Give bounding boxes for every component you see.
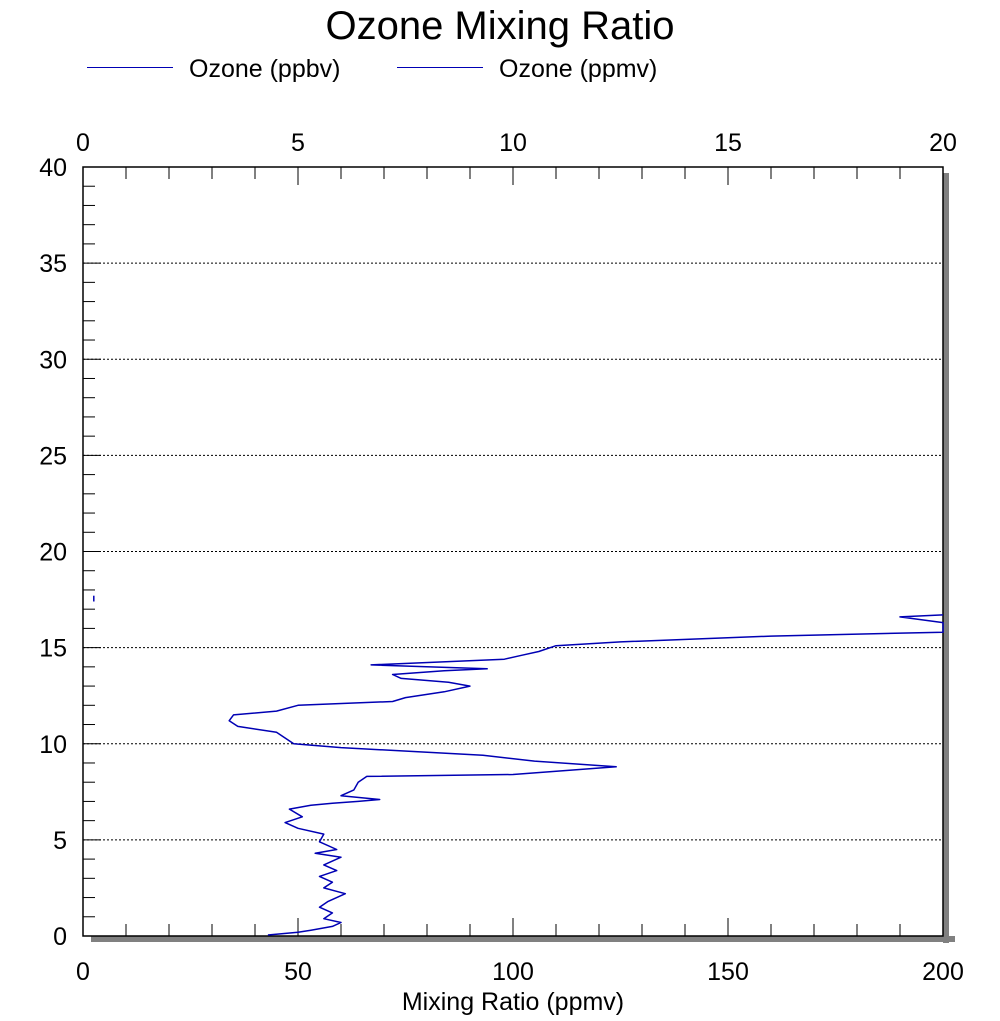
x-axis-label: Mixing Ratio (ppmv) <box>401 988 625 1016</box>
y-tick-label: 10 <box>39 731 67 759</box>
x-top-tick-label: 20 <box>929 129 957 157</box>
legend-label-ppmv: Ozone (ppmv) <box>499 55 658 83</box>
x-bottom-tick-label: 150 <box>707 958 749 986</box>
y-tick-label: 40 <box>39 154 67 182</box>
y-tick-label: 25 <box>39 442 67 470</box>
plot-shadow-bottom <box>91 936 955 942</box>
series-line-ppbv <box>228 614 944 936</box>
y-tick-label: 0 <box>53 923 67 951</box>
y-tick-label: 35 <box>39 250 67 278</box>
x-top-tick-label: 15 <box>714 129 742 157</box>
y-tick-label: 30 <box>39 346 67 374</box>
x-top-tick-label: 0 <box>76 129 90 157</box>
plot-shadow-right <box>943 173 949 943</box>
x-bottom-tick-label: 200 <box>922 958 964 986</box>
legend-swatch-ppmv <box>397 67 483 68</box>
x-top-tick-label: 10 <box>499 129 527 157</box>
x-bottom-tick-label: 0 <box>76 958 90 986</box>
y-tick-label: 20 <box>39 539 67 567</box>
x-bottom-tick-label: 100 <box>492 958 534 986</box>
legend-swatch-ppbv <box>87 67 173 68</box>
legend-label-ppbv: Ozone (ppbv) <box>189 55 341 83</box>
y-tick-label: 5 <box>53 827 67 855</box>
x-top-tick-label: 5 <box>291 129 305 157</box>
chart-title: Ozone Mixing Ratio <box>325 4 675 48</box>
y-tick-label: 15 <box>39 635 67 663</box>
legend: Ozone (ppbv) Ozone (ppmv) <box>0 54 1000 84</box>
x-bottom-tick-label: 50 <box>284 958 312 986</box>
